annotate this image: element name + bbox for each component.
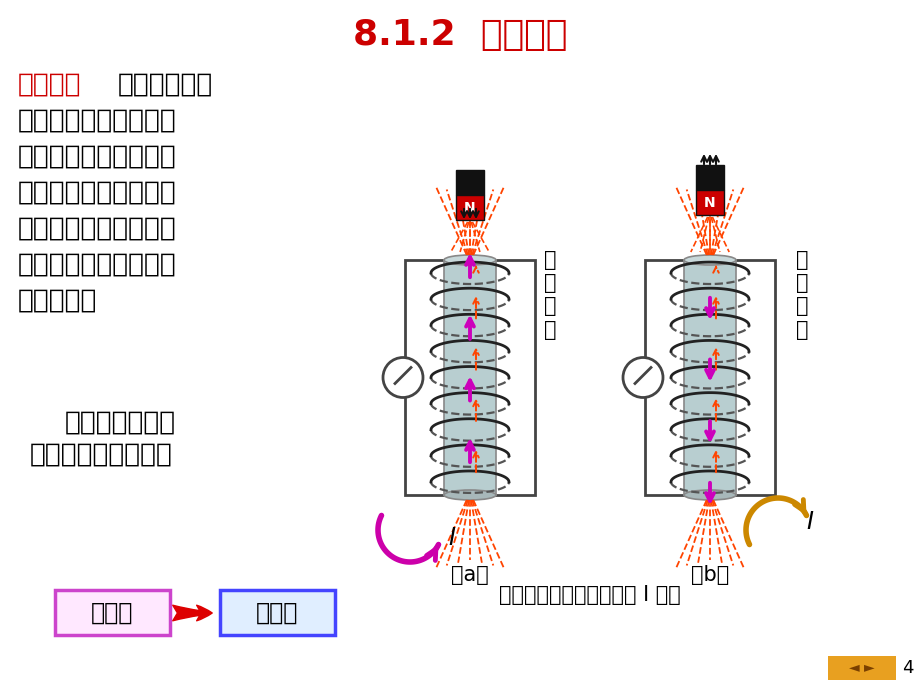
Bar (456, 195, 483, 220)
Bar (220, 590, 335, 635)
Bar (456, 170, 483, 195)
Bar (696, 165, 723, 190)
Text: I: I (805, 510, 812, 534)
Text: 量的改变。: 量的改变。 (18, 288, 97, 314)
Ellipse shape (444, 255, 495, 265)
Bar (683, 260, 735, 495)
Text: 机械能: 机械能 (91, 601, 133, 625)
Text: 企图使感应电流本身所: 企图使感应电流本身所 (18, 144, 176, 170)
Bar (696, 190, 723, 215)
Bar (827, 656, 895, 680)
Text: 用楞次定律判断感应电流 I 方向: 用楞次定律判断感应电流 I 方向 (499, 585, 680, 605)
Text: 守恒定律的一种表现: 守恒定律的一种表现 (30, 442, 173, 468)
Text: 焦耳热: 焦耳热 (255, 601, 298, 625)
Text: 4: 4 (902, 659, 913, 677)
Bar (444, 260, 495, 495)
Text: （a）: （a） (450, 565, 488, 585)
Text: N: N (703, 195, 715, 210)
Circle shape (622, 357, 663, 397)
Text: 偿引起感应电流的磁通: 偿引起感应电流的磁通 (18, 252, 176, 278)
Text: N: N (464, 201, 475, 215)
Text: ：闭合回路中: ：闭合回路中 (118, 72, 213, 98)
Ellipse shape (683, 255, 735, 265)
Text: 磁通量，去抵消或者补: 磁通量，去抵消或者补 (18, 216, 176, 242)
Text: 产生的通过回路面积的: 产生的通过回路面积的 (18, 180, 176, 206)
Bar (55, 590, 170, 635)
Text: 楞次定律是能量: 楞次定律是能量 (65, 410, 176, 436)
Text: 来
者
拒
之: 来 者 拒 之 (543, 250, 556, 339)
Bar (644, 260, 774, 495)
Ellipse shape (683, 490, 735, 500)
Text: 去
者
留
之: 去 者 留 之 (795, 250, 808, 339)
Text: （b）: （b） (690, 565, 729, 585)
Text: 楞次定律: 楞次定律 (18, 72, 82, 98)
Text: 感应电流的方向，总是: 感应电流的方向，总是 (18, 108, 176, 134)
Text: 8.1.2  楞次定律: 8.1.2 楞次定律 (352, 18, 567, 52)
Text: ◄ ►: ◄ ► (848, 661, 874, 675)
Text: I: I (448, 526, 455, 550)
Ellipse shape (444, 490, 495, 500)
Circle shape (382, 357, 423, 397)
Bar (404, 260, 535, 495)
